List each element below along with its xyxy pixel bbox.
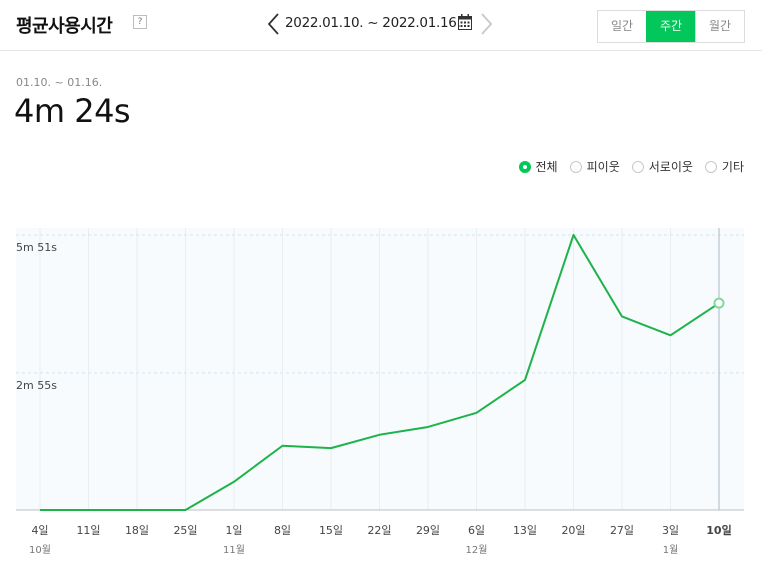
data-point [184,508,188,512]
x-tick-label: 13일 [513,523,537,537]
data-point [281,444,285,448]
data-point [669,333,673,337]
data-point [426,425,430,429]
x-tick-label: 3일 [662,523,679,537]
radio-icon [704,160,717,173]
date-range: 2022.01.10. ~ 2022.01.16. [285,15,461,31]
x-tick-label: 25일 [173,523,197,537]
legend-item-other[interactable]: 기타 [704,158,744,175]
legend-item-mutual-neighbor[interactable]: 서로이웃 [631,158,693,175]
x-tick-label: 8일 [274,523,291,537]
legend-label: 기타 [721,160,744,174]
x-tick-label: 11일 [76,523,100,537]
x-tick-label: 15일 [319,523,343,537]
data-point [38,508,42,512]
x-tick-label: 20일 [561,523,585,537]
data-point [232,480,236,484]
x-tick-label: 6일 [468,523,485,537]
period-weekly-button[interactable]: 주간 [646,11,695,42]
header-divider [0,50,762,51]
x-tick-label: 18일 [125,523,149,537]
highlight-point [713,297,725,309]
y-tick-label: 5m 51s [16,241,57,254]
data-point [475,411,479,415]
x-tick-label: 1일 [225,523,242,537]
next-week-button[interactable] [476,12,496,36]
x-tick-label: 4일 [31,523,48,537]
x-tick-label: 27일 [610,523,634,537]
x-month-label: 10월 [29,544,51,556]
data-point [378,433,382,437]
period-toggle: 일간 주간 월간 [597,10,745,43]
help-icon[interactable]: ? [133,15,147,29]
y-tick-label: 2m 55s [16,379,57,392]
radio-icon [631,160,644,173]
page-title: 평균사용시간 [16,16,113,37]
legend: 전체 피이웃 서로이웃 기타 [518,158,744,175]
data-point [135,508,139,512]
period-monthly-button[interactable]: 월간 [695,11,744,42]
legend-label: 피이웃 [586,160,620,174]
x-month-label: 1월 [663,544,679,556]
series-line [40,234,720,511]
summary-range: 01.10. ~ 01.16. [16,76,103,89]
x-month-label: 12월 [466,544,488,556]
x-month-label: 11월 [223,544,245,556]
radio-selected-icon [518,160,531,173]
x-tick-label: 29일 [416,523,440,537]
data-point [523,378,527,382]
data-point [329,446,333,450]
radio-icon [569,160,582,173]
legend-label: 서로이웃 [648,160,693,174]
x-tick-label: 22일 [367,523,391,537]
legend-item-all[interactable]: 전체 [518,158,558,175]
legend-item-neighbor[interactable]: 피이웃 [569,158,620,175]
data-point [87,508,91,512]
x-tick-label: 10일 [706,523,731,537]
summary-value: 4m 24s [14,92,131,130]
period-daily-button[interactable]: 일간 [598,11,646,42]
calendar-icon[interactable] [458,14,472,30]
prev-week-button[interactable] [264,12,284,36]
data-point [620,314,624,318]
legend-label: 전체 [535,160,558,174]
data-point [572,233,576,237]
